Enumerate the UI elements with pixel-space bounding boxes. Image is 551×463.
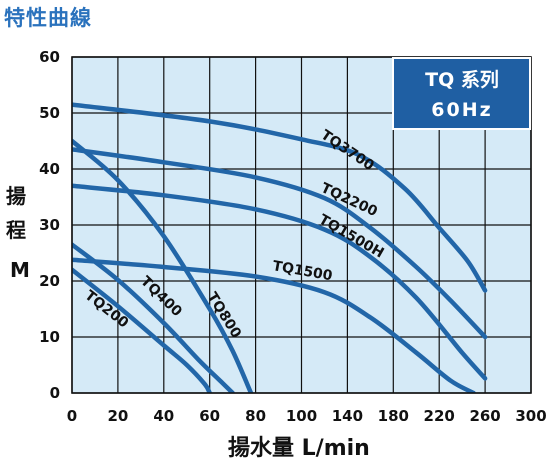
legend-background — [392, 57, 531, 130]
x-tick-180: 180 — [378, 407, 409, 425]
x-tick-40: 40 — [153, 407, 174, 425]
legend-box: TQ 系列 60Hz — [392, 57, 531, 130]
x-tick-100: 100 — [286, 407, 317, 425]
plot-frame — [71, 56, 532, 394]
x-tick-0: 0 — [67, 407, 77, 425]
y-axis-label-char-2: 程 — [6, 218, 26, 242]
y-tick-30: 30 — [39, 216, 60, 234]
curve-tq2200 — [72, 147, 488, 340]
curve-tq200 — [72, 267, 212, 393]
curve-tq1500h — [72, 183, 488, 381]
curve-tq1500 — [72, 257, 476, 393]
y-tick-10: 10 — [39, 328, 60, 346]
y-axis-label-char-3: M — [10, 258, 30, 282]
curve-tq800 — [72, 138, 254, 393]
y-tick-labels: 0 10 20 30 40 50 60 — [39, 48, 60, 402]
x-tick-300: 300 — [515, 407, 546, 425]
y-axis-label-char-1: 揚 — [6, 184, 26, 208]
x-tick-80: 80 — [245, 407, 266, 425]
x-tick-220: 220 — [424, 407, 455, 425]
x-tick-260: 260 — [469, 407, 500, 425]
x-tick-140: 140 — [332, 407, 363, 425]
curve-tq400 — [72, 242, 235, 393]
x-axis-label: 揚水量 L/min — [228, 436, 370, 461]
curve-tq3700 — [72, 102, 488, 293]
y-tick-50: 50 — [39, 104, 60, 122]
y-tick-60: 60 — [39, 48, 60, 66]
x-tick-60: 60 — [199, 407, 220, 425]
y-tick-40: 40 — [39, 160, 60, 178]
curves — [72, 102, 488, 393]
legend-line-1: TQ 系列 — [425, 69, 499, 91]
legend-line-2: 60Hz — [431, 99, 492, 121]
x-tick-labels: 0 20 40 60 80 100 140 180 220 260 300 — [67, 407, 547, 425]
page-title: 特性曲線 — [4, 6, 92, 30]
x-tick-20: 20 — [107, 407, 128, 425]
y-tick-20: 20 — [39, 272, 60, 290]
y-tick-0: 0 — [50, 384, 60, 402]
